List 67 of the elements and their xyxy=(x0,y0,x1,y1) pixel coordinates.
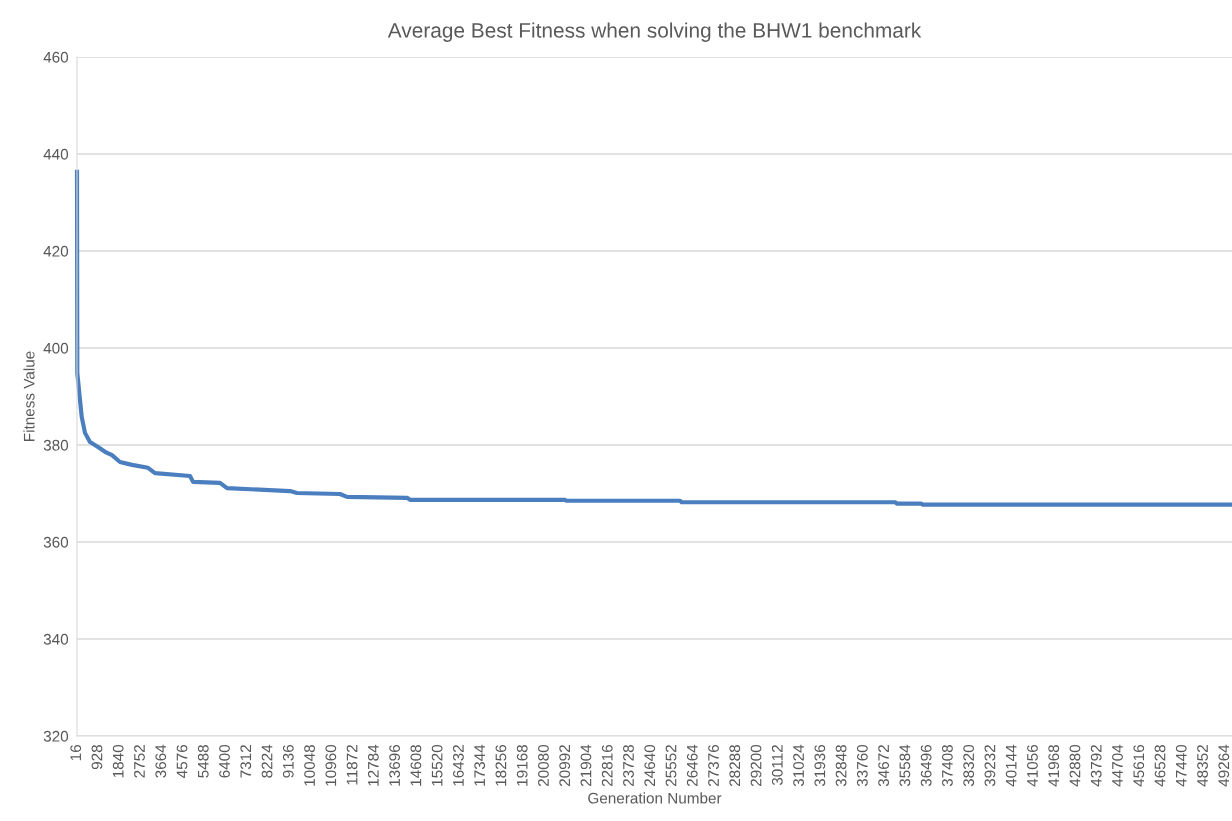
line-series xyxy=(74,169,1232,507)
x-tick-label: 21904 xyxy=(580,744,592,787)
y-tick-label: 360 xyxy=(43,536,69,548)
x-tick-label: 16 xyxy=(70,745,82,761)
x-tick-label: 29200 xyxy=(750,744,762,787)
x-tick-label: 3664 xyxy=(155,744,167,778)
x-tick-label: 48352 xyxy=(1197,745,1208,787)
x-tick-label: 5488 xyxy=(197,744,209,778)
y-tick-label: 460 xyxy=(43,51,69,63)
x-tick-label: 31024 xyxy=(793,744,804,787)
x-tick-label: 28288 xyxy=(729,744,741,787)
x-tick-label: 16432 xyxy=(452,745,464,786)
x-tick-label: 23728 xyxy=(623,744,634,787)
x-tick-label: 44704 xyxy=(1112,744,1123,787)
x-tick-label: 11872 xyxy=(346,745,358,785)
x-tick-label: 25552 xyxy=(665,745,677,787)
x-tick-label: 45616 xyxy=(1133,745,1145,787)
x-tick-label: 41056 xyxy=(1027,745,1038,787)
x-tick-label: 928 xyxy=(91,745,103,770)
x-tick-label: 7312 xyxy=(240,745,252,778)
x-tick-label: 2752 xyxy=(134,745,145,778)
x-tick-label: 36496 xyxy=(920,745,932,787)
x-tick-label: 9136 xyxy=(282,745,294,778)
y-tick-label: 440 xyxy=(43,148,69,160)
x-tick-label: 14608 xyxy=(410,744,422,786)
x-tick-label: 47440 xyxy=(1175,744,1187,787)
x-tick-label: 19168 xyxy=(516,744,528,786)
y-tick-label: 400 xyxy=(43,342,69,354)
x-tick-label: 10048 xyxy=(304,744,315,786)
x-tick-label: 49264 xyxy=(1218,744,1230,787)
x-tick-label: 13696 xyxy=(389,745,401,786)
y-axis-title: Fitness Value xyxy=(23,351,35,441)
x-tick-label: 4576 xyxy=(176,745,188,778)
x-tick-label: 20992 xyxy=(559,745,571,787)
x-tick-label: 18256 xyxy=(495,745,507,786)
y-tick-label: 340 xyxy=(43,633,69,645)
x-tick-label: 20080 xyxy=(538,744,549,787)
x-tick-label: 46528 xyxy=(1154,744,1166,787)
x-tick-label: 8224 xyxy=(261,744,273,778)
x-tick-label: 15520 xyxy=(431,744,443,786)
x-tick-label: 41968 xyxy=(1048,744,1060,787)
x-tick-label: 40144 xyxy=(1005,744,1017,787)
x-tick-label: 17344 xyxy=(474,744,486,786)
x-tick-label: 35584 xyxy=(899,744,911,787)
x-tick-label: 37408 xyxy=(941,744,953,787)
x-tick-label: 10960 xyxy=(325,744,337,786)
x-tick-label: 30112 xyxy=(771,745,783,786)
y-tick-label: 320 xyxy=(43,730,69,742)
x-tick-label: 34672 xyxy=(878,745,890,787)
x-tick-label: 6400 xyxy=(219,744,230,778)
x-tick-label: 43792 xyxy=(1090,745,1102,787)
x-tick-label: 31936 xyxy=(814,745,826,787)
x-tick-label: 39232 xyxy=(984,745,996,787)
x-tick-label: 24640 xyxy=(644,744,656,787)
x-tick-label: 33760 xyxy=(856,744,868,787)
chart-title: Average Best Fitness when solving the BHW1 benchmark xyxy=(387,22,922,42)
x-tick-label: 1840 xyxy=(112,744,124,778)
x-tick-label: 32848 xyxy=(835,744,847,787)
x-tick-label: 22816 xyxy=(601,745,613,787)
x-axis-title: Generation Number xyxy=(588,792,722,804)
x-tick-label: 42880 xyxy=(1069,744,1081,787)
x-tick-label: 26464 xyxy=(686,744,698,787)
x-tick-label: 12784 xyxy=(367,744,379,786)
y-tick-label: 420 xyxy=(43,245,69,257)
y-tick-label: 380 xyxy=(43,439,69,451)
x-tick-label: 38320 xyxy=(963,744,975,787)
x-tick-label: 27376 xyxy=(708,745,719,787)
